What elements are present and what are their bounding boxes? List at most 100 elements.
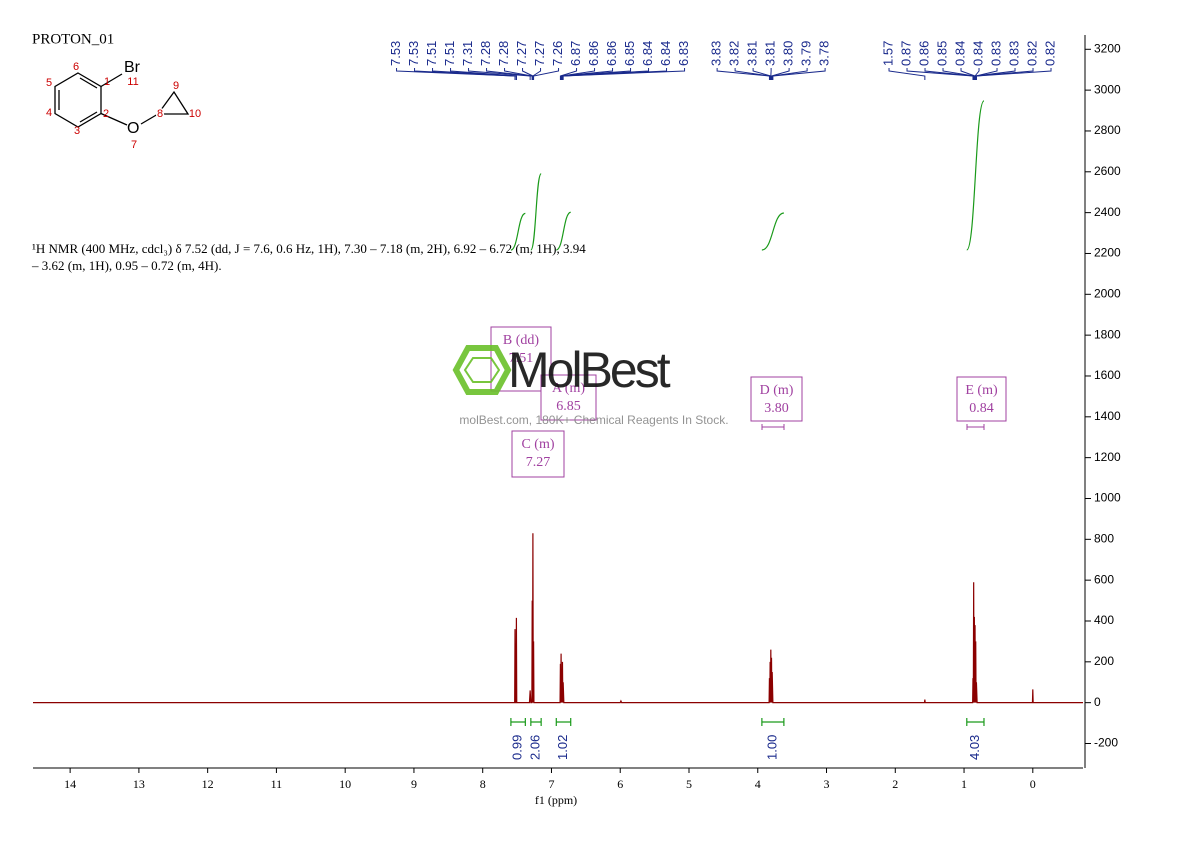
peak-connector xyxy=(504,68,533,80)
peak-label: 6.87 xyxy=(568,41,583,66)
integral-bracket xyxy=(510,718,526,726)
multiplet-name: A (m) xyxy=(552,381,585,396)
peak-label: 7.53 xyxy=(406,41,421,66)
y-tick-label: 2800 xyxy=(1094,123,1121,137)
peak-connector xyxy=(559,68,578,80)
x-tick-label: 10 xyxy=(339,777,351,791)
peak-connector xyxy=(414,68,516,80)
bond xyxy=(100,112,128,126)
watermark-logo: MolBest xyxy=(508,342,671,398)
integral-bracket xyxy=(761,718,785,726)
y-tick-label: -200 xyxy=(1094,736,1118,750)
peak-label: 3.80 xyxy=(781,41,796,66)
peak-connector xyxy=(468,68,531,80)
peak-connector xyxy=(906,68,974,80)
atom-number: 10 xyxy=(189,108,201,120)
peak-label: 3.83 xyxy=(709,41,724,66)
x-tick-label: 12 xyxy=(202,777,214,791)
peak-connector xyxy=(975,68,1052,80)
peak-label: 0.83 xyxy=(988,41,1003,66)
x-tick-label: 11 xyxy=(271,777,283,791)
multiplet-box xyxy=(750,376,803,422)
atom-label: Br xyxy=(124,59,141,76)
peak-connector xyxy=(522,68,534,80)
peak-label: 7.28 xyxy=(496,41,511,66)
x-tick-label: 14 xyxy=(64,777,76,791)
integral-label: 2.06 xyxy=(527,735,542,760)
molecule xyxy=(54,72,190,128)
atom-number: 7 xyxy=(131,139,137,151)
atom-number: 11 xyxy=(127,76,138,88)
peak-connector xyxy=(450,68,517,80)
peak-label: 0.86 xyxy=(916,41,931,66)
peak-connector xyxy=(561,68,632,80)
x-tick-label: 3 xyxy=(824,777,830,791)
integral-curve xyxy=(761,212,785,251)
multiplet-box xyxy=(540,374,597,421)
peak-connector xyxy=(532,68,542,80)
peak-label: 7.53 xyxy=(388,41,403,66)
cyclopropane xyxy=(157,90,190,115)
y-tick-label: 3000 xyxy=(1094,82,1121,96)
peak-connector xyxy=(533,68,560,80)
peak-label: 7.26 xyxy=(550,41,565,66)
integral-label: 1.02 xyxy=(555,735,570,760)
watermark-text: molBest.com, 180K+ Chemical Reagents In … xyxy=(459,413,728,427)
atom-label: O xyxy=(127,120,139,137)
x-tick-label: 2 xyxy=(892,777,898,791)
description: ¹H NMR (400 MHz, cdcl₃) δ 7.52 (dd, J = … xyxy=(32,241,586,273)
atom-number: 6 xyxy=(73,61,79,73)
peak-label: 3.81 xyxy=(763,41,778,66)
watermark-logo-icon xyxy=(463,357,501,383)
y-tick-label: 200 xyxy=(1094,654,1114,668)
x-tick-label: 6 xyxy=(617,777,623,791)
peak-connector xyxy=(974,68,980,80)
x-tick-label: 8 xyxy=(480,777,486,791)
multiplet-box xyxy=(956,376,1007,422)
atom-number: 2 xyxy=(103,108,109,120)
peak-label: 0.84 xyxy=(970,41,985,66)
peak-label: 3.81 xyxy=(745,41,760,66)
double-bond xyxy=(79,111,98,123)
peak-label: 0.82 xyxy=(1042,41,1057,66)
peak-connector xyxy=(942,68,975,80)
integral-bracket xyxy=(530,718,542,726)
multiplet-name: E (m) xyxy=(965,383,998,398)
peak-label: 0.87 xyxy=(898,41,913,66)
peak-label: 0.83 xyxy=(1006,41,1021,66)
integral-label: 4.03 xyxy=(967,735,982,760)
peak-label: 7.51 xyxy=(424,41,439,66)
x-tick-label: 4 xyxy=(755,777,761,791)
peak-label: 3.79 xyxy=(799,41,814,66)
integral-bracket xyxy=(555,718,572,726)
y-tick-label: 1800 xyxy=(1094,327,1121,341)
peak-connector xyxy=(562,68,686,80)
peak-label: 6.84 xyxy=(658,41,673,66)
peak-label: 3.82 xyxy=(727,41,742,66)
multiplet-shift: 3.80 xyxy=(764,401,789,416)
atom-number: 3 xyxy=(74,125,80,137)
multiplet-shift: 0.84 xyxy=(969,401,994,416)
x-tick-label: 13 xyxy=(133,777,145,791)
multiplet-shift: 7.51 xyxy=(509,351,534,366)
y-tick-label: 1400 xyxy=(1094,409,1121,423)
peak-label: 6.86 xyxy=(604,41,619,66)
peak-label: 7.31 xyxy=(460,41,475,66)
peak-label: 7.27 xyxy=(532,41,547,66)
atom-number: 9 xyxy=(173,80,179,92)
peak-connector xyxy=(560,68,614,80)
integral-label: 0.99 xyxy=(510,735,525,760)
y-tick-label: 1600 xyxy=(1094,368,1121,382)
integral-bracket xyxy=(966,718,985,726)
peak-label: 1.57 xyxy=(880,41,895,66)
y-tick-label: 600 xyxy=(1094,572,1114,586)
y-tick-label: 1000 xyxy=(1094,491,1121,505)
peak-label: 6.85 xyxy=(622,41,637,66)
bond xyxy=(140,113,159,125)
atom-number: 8 xyxy=(157,108,163,120)
watermark-logo-icon xyxy=(452,345,512,395)
peak-label: 7.51 xyxy=(442,41,457,66)
y-tick-label: 1200 xyxy=(1094,450,1121,464)
benzene-ring xyxy=(54,72,102,128)
